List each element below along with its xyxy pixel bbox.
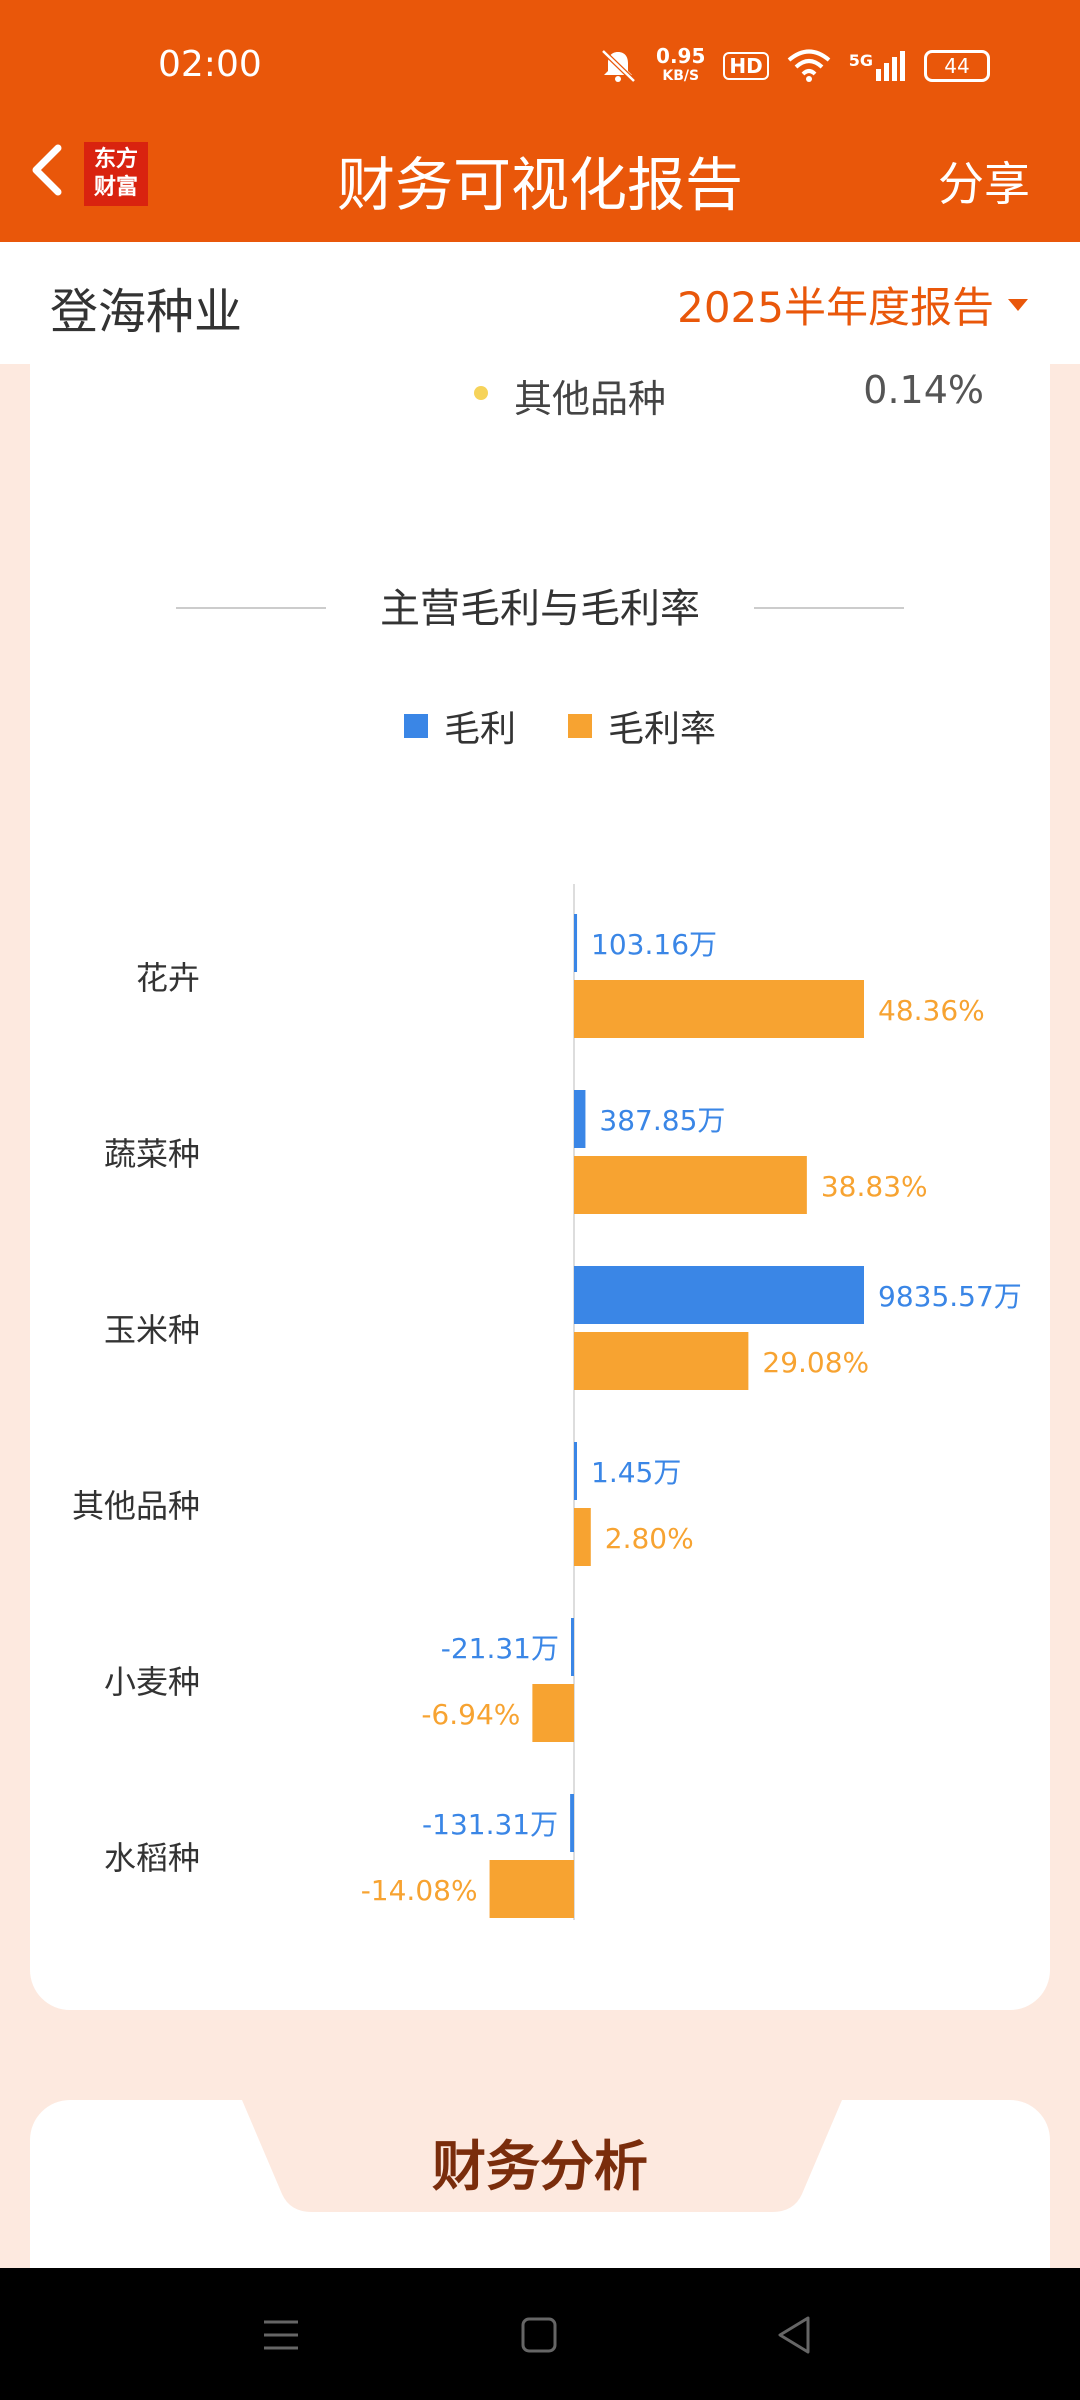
category-label: 其他品种: [72, 1487, 200, 1525]
status-time: 02:00: [158, 44, 262, 85]
page-title: 财务可视化报告: [336, 151, 743, 219]
gross-profit-label: -131.31万: [422, 1808, 558, 1841]
legend-label: 毛利率: [608, 709, 717, 750]
gross-margin-label: 38.83%: [821, 1170, 928, 1203]
menu-icon[interactable]: [256, 2310, 306, 2360]
previous-legend-percent: 0.14%: [863, 368, 984, 412]
gross-profit-bar[interactable]: [574, 1090, 586, 1148]
gross-margin-bar[interactable]: [532, 1684, 574, 1742]
legend-label: 毛利: [444, 709, 517, 750]
category-label: 花卉: [136, 959, 200, 997]
network-type: 5G: [848, 51, 873, 70]
gross-margin-label: 48.36%: [878, 994, 985, 1027]
gross-margin-label: -6.94%: [421, 1698, 520, 1731]
gross-profit-label: 103.16万: [591, 928, 717, 961]
category-label: 玉米种: [104, 1311, 200, 1349]
category-label: 水稻种: [104, 1839, 200, 1877]
previous-legend-row: 其他品种 0.14%: [30, 364, 1050, 444]
legend-dot-icon: [474, 386, 488, 400]
speed-unit: KB/S: [662, 68, 700, 84]
company-bar: 登海种业 2025半年度报告: [0, 242, 1080, 364]
status-icons: 0.95 KB/S HD 5G 44: [598, 46, 990, 86]
gross-profit-label: -21.31万: [441, 1632, 559, 1665]
company-name: 登海种业: [50, 284, 243, 340]
gross-margin-bar[interactable]: [574, 980, 864, 1038]
gross-profit-bar[interactable]: [574, 1442, 577, 1500]
legend-item-margin[interactable]: 毛利率: [568, 700, 716, 752]
title-divider-right: [754, 607, 904, 609]
share-button[interactable]: 分享: [938, 157, 1030, 211]
report-period-label: 2025半年度报告: [677, 283, 994, 332]
title-divider-left: [176, 607, 326, 609]
cellular-signal: 5G: [849, 51, 906, 81]
app-header: 02:00 0.95 KB/S HD 5G 44: [0, 0, 1080, 242]
gross-profit-label: 9835.57万: [878, 1280, 1022, 1313]
logo-line2: 财富: [93, 175, 138, 200]
category-label: 蔬菜种: [104, 1135, 200, 1173]
system-nav-bar: [0, 2268, 1080, 2400]
logo-line1: 东方: [93, 147, 138, 172]
back-triangle-icon[interactable]: [770, 2310, 820, 2360]
battery-indicator: 44: [924, 50, 990, 82]
gross-margin-bar[interactable]: [574, 1156, 807, 1214]
gross-margin-bar[interactable]: [489, 1860, 574, 1918]
mute-bell-icon: [601, 49, 636, 83]
chart-title: 主营毛利与毛利率: [380, 586, 700, 632]
gross-profit-bar[interactable]: [570, 1794, 574, 1852]
gross-margin-bar[interactable]: [574, 1332, 749, 1390]
legend-swatch-orange: [568, 714, 592, 738]
gross-profit-label: 387.85万: [599, 1104, 725, 1137]
category-label: 小麦种: [104, 1663, 200, 1701]
financial-analysis-title: 财务分析: [432, 2135, 648, 2198]
gross-margin-bar[interactable]: [574, 1508, 591, 1566]
legend-swatch-blue: [404, 714, 428, 738]
speed-value: 0.95: [656, 44, 706, 68]
signal-bars-icon: [876, 51, 905, 81]
legend-item-gross-profit[interactable]: 毛利: [404, 700, 516, 752]
report-period-selector[interactable]: 2025半年度报告: [677, 274, 1028, 335]
gross-profit-bar[interactable]: [571, 1618, 574, 1676]
back-arrow-icon[interactable]: [20, 140, 80, 200]
previous-legend-name: 其他品种: [514, 377, 667, 421]
eastmoney-logo: 东方 财富: [84, 142, 148, 206]
home-square-icon[interactable]: [514, 2310, 564, 2360]
section-tab-background: [242, 2100, 842, 2212]
dropdown-triangle-icon: [1008, 298, 1028, 311]
gross-margin-label: 29.08%: [762, 1346, 869, 1379]
gross-margin-label: -14.08%: [361, 1874, 478, 1907]
gross-profit-card: 其他品种 0.14% 主营毛利与毛利率 毛利 毛利率 花卉 103.16万 48.3…: [30, 364, 1050, 2010]
network-speed: 0.95 KB/S: [656, 46, 705, 86]
gross-profit-bar[interactable]: [574, 1266, 864, 1324]
gross-profit-bar[interactable]: [574, 914, 578, 972]
hd-badge: HD: [723, 52, 769, 80]
gross-profit-bar-chart: 花卉 103.16万 48.36% 蔬菜种 387.85万 38.83% 玉米种 9835.5…: [72, 884, 1022, 1920]
gross-margin-label: 2.80%: [605, 1522, 694, 1555]
wifi-icon: [787, 49, 831, 82]
gross-profit-label: 1.45万: [591, 1456, 681, 1489]
